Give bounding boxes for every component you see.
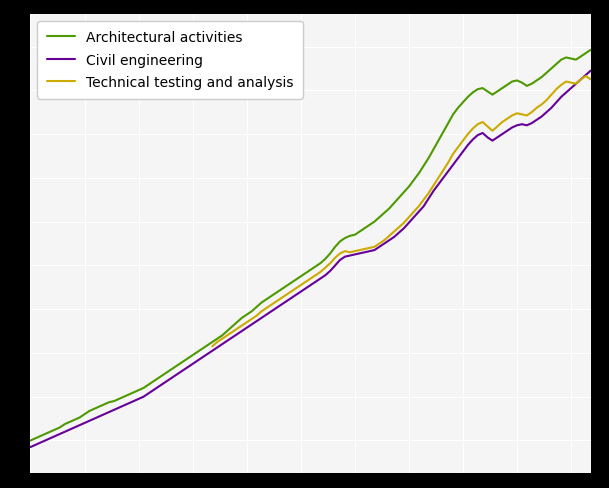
Architectural activities	[155, 375, 162, 381]
Civil engineering	[209, 348, 216, 354]
Civil engineering	[155, 384, 162, 390]
Line: Architectural activities: Architectural activities	[30, 51, 591, 441]
Civil engineering	[518, 122, 526, 128]
Technical testing and analysis	[518, 112, 526, 118]
Architectural activities	[238, 315, 245, 321]
Technical testing and analysis	[209, 344, 216, 349]
Architectural activities	[209, 339, 216, 345]
Civil engineering	[366, 249, 373, 255]
Civil engineering	[27, 444, 34, 450]
Technical testing and analysis	[238, 323, 245, 329]
Civil engineering	[238, 328, 245, 334]
Line: Technical testing and analysis: Technical testing and analysis	[213, 77, 591, 346]
Legend: Architectural activities, Civil engineering, Technical testing and analysis: Architectural activities, Civil engineer…	[37, 21, 303, 100]
Technical testing and analysis	[587, 77, 594, 83]
Civil engineering	[100, 411, 108, 417]
Technical testing and analysis	[366, 245, 373, 251]
Architectural activities	[27, 438, 34, 444]
Architectural activities	[366, 223, 373, 228]
Civil engineering	[587, 68, 594, 74]
Line: Civil engineering: Civil engineering	[30, 71, 591, 447]
Architectural activities	[100, 402, 108, 407]
Architectural activities	[518, 81, 526, 86]
Architectural activities	[587, 48, 594, 54]
